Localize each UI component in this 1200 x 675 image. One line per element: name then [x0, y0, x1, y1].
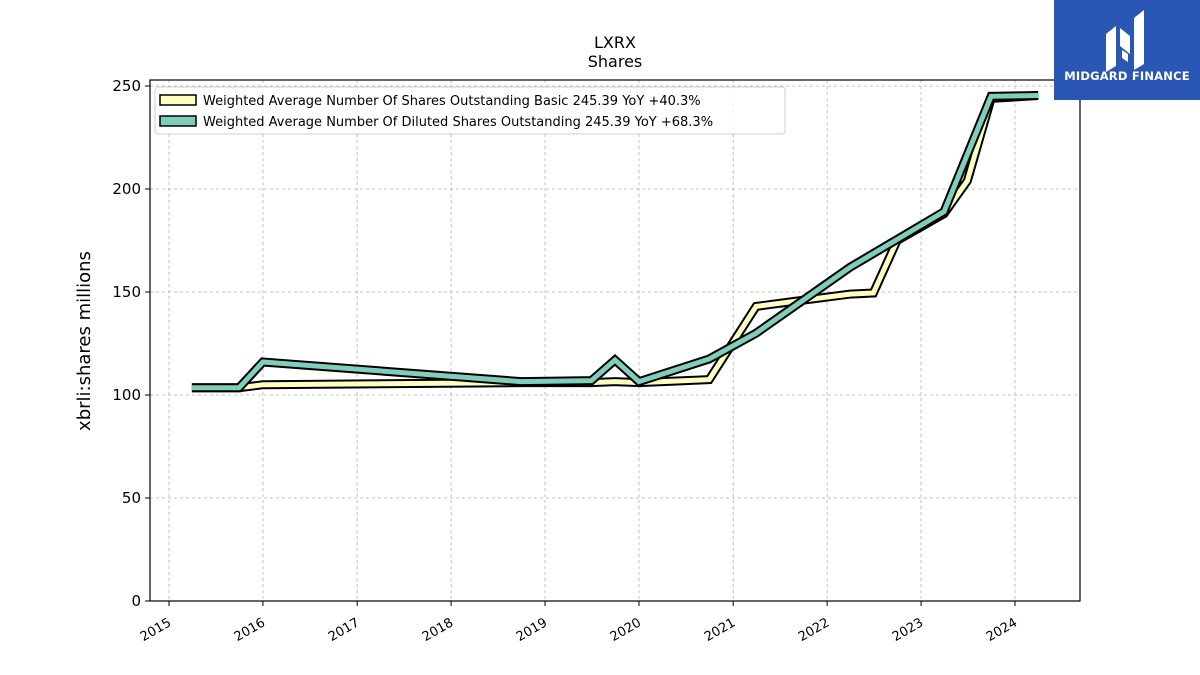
chart-title: LXRX: [594, 33, 636, 52]
x-tick-label: 2015: [138, 615, 174, 645]
y-tick-label: 150: [112, 283, 141, 301]
legend-label-1: Weighted Average Number Of Shares Outsta…: [203, 94, 701, 109]
legend-swatch-2: [159, 115, 197, 127]
series-2-line: [191, 93, 1039, 391]
x-tick-label: 2017: [326, 615, 362, 645]
series-2-outline: [191, 91, 1039, 393]
x-tick-label: 2022: [796, 615, 832, 645]
x-tick-label: 2020: [608, 615, 644, 645]
series-1-line: [191, 93, 1039, 391]
logo-mark-icon: [1106, 10, 1144, 72]
axes: 0 50 100 150 200 250 2015 2016 2017 2018 2019 2020 2…: [112, 77, 1020, 645]
logo-text: MIDGARD FINANCE: [1064, 69, 1190, 83]
series-group: [191, 91, 1039, 393]
y-tick-label: 250: [112, 77, 141, 95]
series-1-outline: [191, 91, 1039, 393]
y-tick-label: 200: [112, 180, 141, 198]
y-axis-label: xbrli:shares millions: [74, 251, 95, 431]
legend-swatch-1: [159, 94, 197, 106]
plot-frame: [149, 79, 1081, 602]
grid: [150, 80, 1080, 602]
x-tick-label: 2021: [702, 615, 738, 645]
legend-box: [154, 86, 786, 135]
x-tick-label: 2019: [514, 615, 550, 645]
y-tick-label: 0: [131, 592, 141, 610]
x-tick-label: 2018: [420, 615, 456, 645]
legend: Weighted Average Number Of Shares Outsta…: [154, 86, 786, 135]
chart-subtitle: Shares: [588, 52, 643, 71]
x-tick-label: 2023: [890, 615, 926, 645]
x-tick-label: 2016: [232, 615, 268, 645]
x-tick-label: 2024: [984, 615, 1020, 645]
midgard-finance-logo: MIDGARD FINANCE: [1054, 0, 1200, 100]
y-tick-label: 50: [122, 489, 141, 507]
y-tick-label: 100: [112, 386, 141, 404]
legend-label-2: Weighted Average Number Of Diluted Share…: [203, 115, 713, 130]
